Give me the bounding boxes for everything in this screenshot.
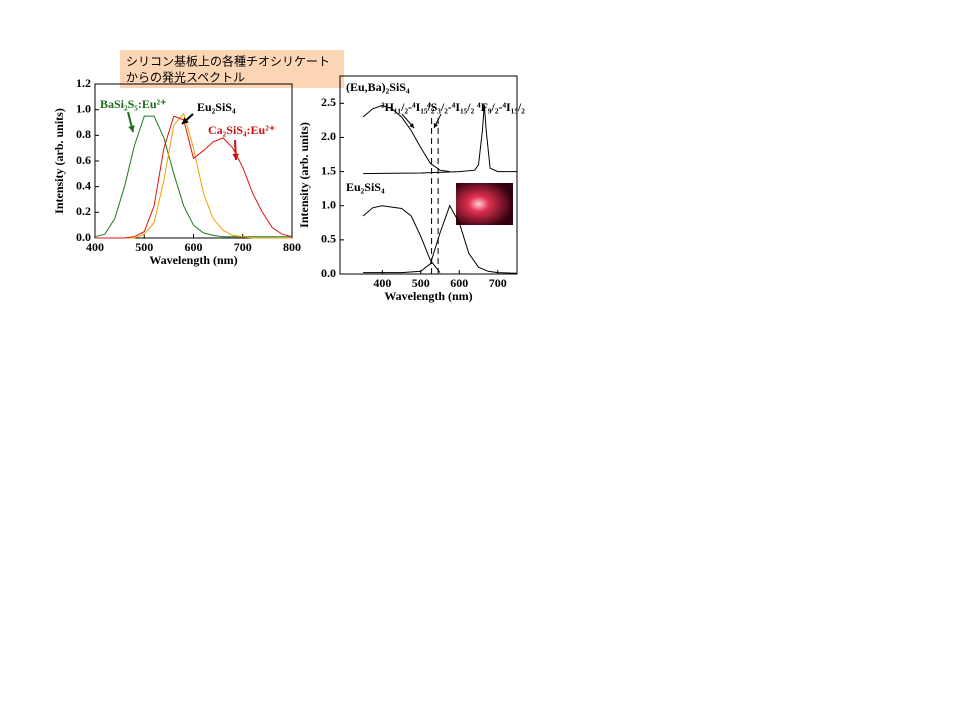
- annotation: ⁴F₉/₂-⁴I₁₅/₂: [477, 100, 525, 114]
- x-tick-label: 600: [450, 276, 468, 290]
- series-line: [362, 104, 450, 173]
- title-box: [120, 50, 344, 88]
- annotation: (Eu,Ba)₂SiS₄: [346, 80, 410, 94]
- x-tick-label: 700: [489, 276, 507, 290]
- y-tick-label: 2.5: [321, 95, 336, 109]
- x-axis-label: Wavelength (nm): [384, 289, 472, 303]
- arrow-head: [409, 123, 414, 128]
- title-line: からの発光スペクトル: [126, 71, 245, 85]
- arrow-head: [182, 117, 189, 124]
- y-tick-label: 1.0: [76, 101, 91, 115]
- photo: [456, 183, 513, 225]
- y-axis-label: Intensity (arb. units): [297, 122, 311, 228]
- y-tick-label: 0.4: [76, 178, 91, 192]
- annotation: Ca₂SiS₄:Eu²⁺: [208, 123, 275, 137]
- x-tick-label: 800: [283, 240, 301, 254]
- arrow-head: [433, 123, 439, 128]
- series-line: [94, 115, 292, 238]
- y-tick-label: 2.0: [321, 129, 336, 143]
- series-line: [362, 205, 441, 273]
- annotation: BaSi₂S₅:Eu²⁺: [100, 97, 167, 111]
- y-tick-label: 0.2: [76, 204, 91, 218]
- annotation: Eu₂SiS₄: [197, 100, 236, 114]
- x-tick-label: 600: [185, 240, 203, 254]
- y-axis-label: Intensity (arb. units): [52, 108, 66, 214]
- y-tick-label: 0.0: [76, 230, 91, 244]
- annotation: ²H₁₁/₂-⁴I₁₅/₂: [381, 100, 435, 114]
- arrow-head: [128, 125, 135, 132]
- series-line: [363, 104, 517, 175]
- y-tick-label: 1.5: [321, 163, 336, 177]
- y-tick-label: 1.0: [321, 197, 336, 211]
- title-line: シリコン基板上の各種チオシリケート: [126, 54, 330, 69]
- x-tick-label: 400: [86, 240, 104, 254]
- x-axis-label: Wavelength (nm): [149, 253, 237, 267]
- series-line: [95, 115, 293, 239]
- y-tick-label: 0.6: [76, 153, 91, 167]
- series-line: [363, 204, 518, 274]
- y-tick-label: 1.2: [76, 76, 91, 90]
- x-tick-label: 700: [234, 240, 252, 254]
- x-tick-label: 500: [412, 276, 430, 290]
- y-tick-label: 0.5: [321, 232, 336, 246]
- y-tick-label: 0.8: [76, 127, 91, 141]
- x-tick-label: 400: [373, 276, 391, 290]
- x-tick-label: 500: [135, 240, 153, 254]
- annotation: Eu₂SiS₄: [346, 180, 385, 194]
- plot-frame: [339, 75, 518, 275]
- arrow-head: [232, 153, 240, 160]
- annotation: ⁴S₃/₂-⁴I₁₅/₂: [427, 100, 475, 114]
- y-tick-label: 0.0: [321, 266, 336, 280]
